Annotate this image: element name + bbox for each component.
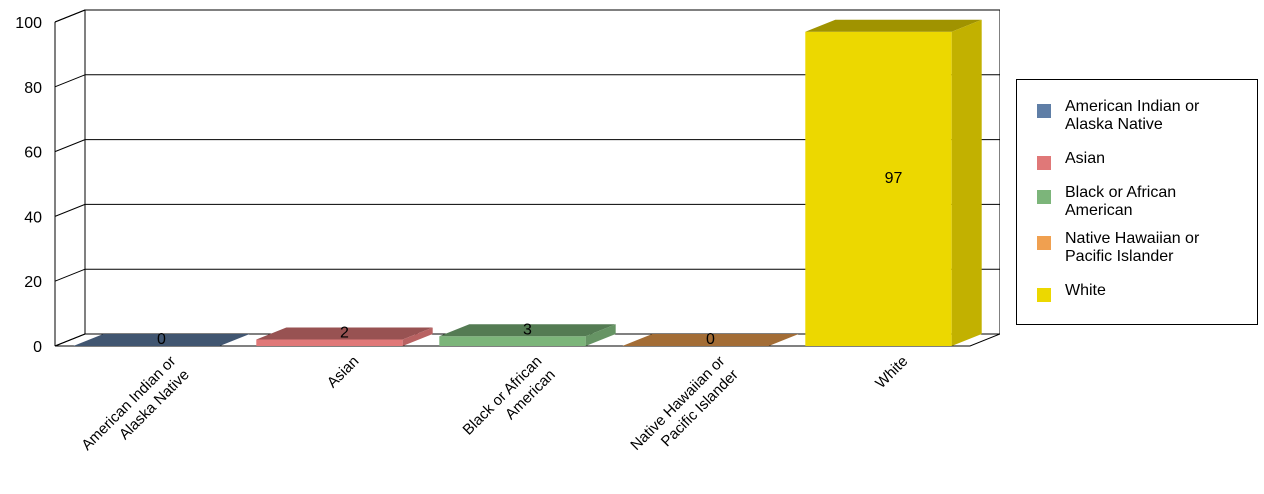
y-tick-label: 0 [33,339,42,356]
data-label: 2 [340,325,349,342]
legend-swatch [1037,236,1051,250]
bar-side [951,19,982,346]
legend-item: White [1037,282,1245,302]
data-label: 97 [885,170,903,187]
data-labels: 0 2 3 0 97 [157,170,902,348]
legend-label: American Indian or Alaska Native [1065,98,1200,133]
bar-top [73,334,250,346]
x-tick-label: American Indian orAlaska Native [78,353,192,467]
legend-swatch [1037,156,1051,170]
legend-swatch [1037,104,1051,118]
y-tick-label: 40 [24,209,42,226]
y-tick-label: 60 [24,145,42,162]
bar-front [256,339,403,346]
bar-top [622,334,799,346]
bar-top [439,324,616,337]
gridline [54,9,86,23]
legend-swatch [1037,190,1051,204]
legend-label: Black or African American [1065,184,1177,219]
bar-top [805,19,982,32]
bar [73,334,250,346]
bar-side [402,327,433,346]
legend: American Indian or Alaska Native Asian B… [1016,79,1258,325]
x-axis-labels: American Indian orAlaska Native Asian Blac… [78,353,911,467]
y-tick-label: 80 [24,80,42,97]
gridline [54,139,86,153]
y-axis-ticks: 0 20 40 60 80 100 [15,15,42,356]
legend-label: Asian [1065,150,1106,167]
y-tick-label: 100 [15,15,42,32]
x-tick-label: Black or AfricanAmerican [460,353,559,452]
legend-item: American Indian or Alaska Native [1037,98,1245,134]
bar [622,334,799,346]
x-tick-label: White [872,353,911,392]
data-label: 0 [706,331,715,348]
gridline [54,268,86,282]
legend-item: Asian [1037,150,1245,170]
bar-front [805,31,952,346]
bar-top [256,327,433,340]
bar [805,19,982,346]
x-tick-label: Native Hawaiian orPacific Islander [627,353,741,467]
bars [73,19,982,346]
bar-front [439,336,586,346]
legend-item: Native Hawaiian or Pacific Islander [1037,230,1245,266]
legend-swatch [1037,288,1051,302]
gridline [54,203,86,217]
legend-label: White [1065,282,1106,299]
data-label: 0 [157,331,166,348]
y-tick-label: 20 [24,274,42,291]
gridline [54,74,86,88]
data-label: 3 [523,321,532,338]
bar [256,327,433,346]
x-tick-label: Asian [324,353,363,392]
legend-label: Native Hawaiian or Pacific Islander [1065,230,1200,265]
gridline [54,333,86,347]
bar-side [585,324,616,346]
legend-item: Black or African American [1037,184,1245,220]
bar [439,324,616,346]
